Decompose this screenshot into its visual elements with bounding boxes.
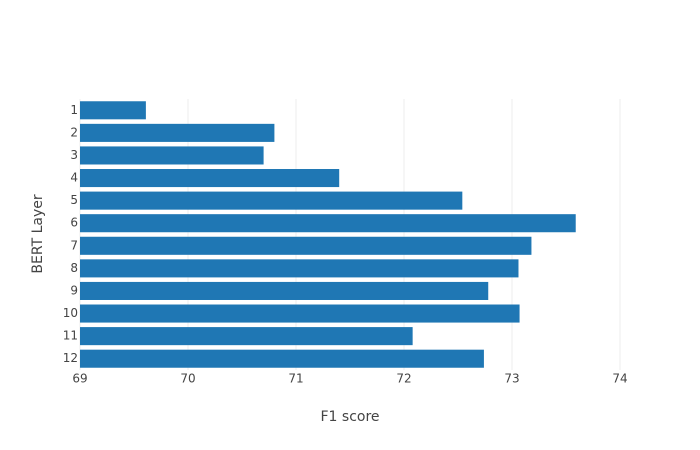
bar (80, 214, 576, 233)
y-tick-label: 11 (63, 329, 78, 343)
y-tick-label: 3 (70, 148, 78, 162)
y-tick-label: 9 (70, 283, 78, 297)
y-tick-label: 6 (70, 216, 78, 230)
bar (80, 304, 520, 323)
x-tick-label: 71 (288, 372, 303, 386)
bar (80, 191, 463, 210)
x-axis-title: F1 score (320, 409, 379, 425)
bar (80, 101, 146, 120)
y-tick-label: 1 (70, 103, 78, 117)
x-tick-label: 70 (180, 372, 195, 386)
x-tick-label: 74 (612, 372, 627, 386)
x-tick-label: 73 (504, 372, 519, 386)
x-tick-label: 72 (396, 372, 411, 386)
x-tick-label: 69 (72, 372, 87, 386)
bar (80, 169, 340, 188)
y-axis-title: BERT Layer (30, 194, 46, 273)
y-tick-label: 10 (63, 306, 78, 320)
bar (80, 236, 532, 255)
bar (80, 146, 264, 165)
y-tick-label: 12 (63, 351, 78, 365)
y-tick-label: 4 (70, 171, 78, 185)
y-tick-label: 8 (70, 261, 78, 275)
y-tick-label: 7 (70, 238, 78, 252)
bar (80, 327, 413, 346)
y-tick-label: 2 (70, 125, 78, 139)
bar (80, 259, 519, 278)
bar (80, 281, 489, 300)
y-tick-label: 5 (70, 193, 78, 207)
bar (80, 349, 484, 368)
bar (80, 123, 275, 142)
